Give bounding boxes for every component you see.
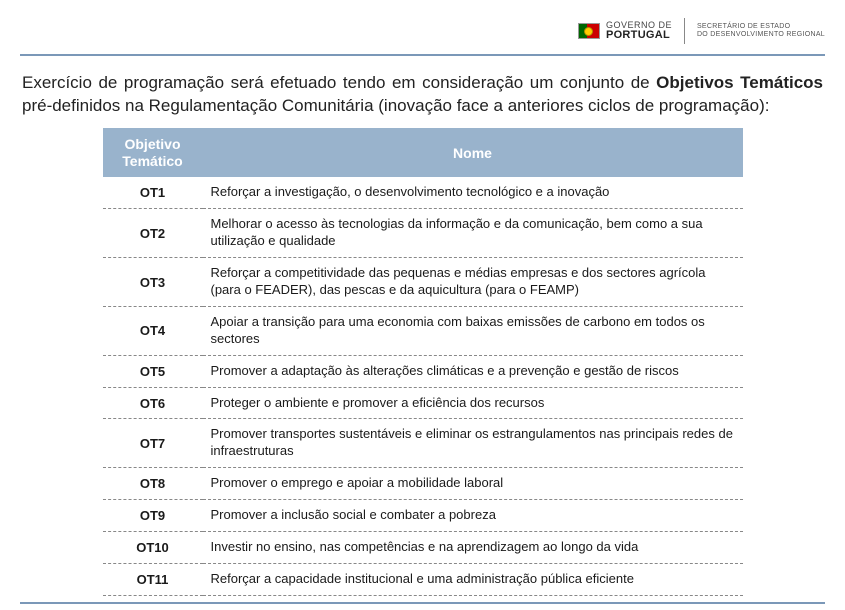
intro-paragraph: Exercício de programação será efetuado t… (0, 56, 845, 128)
gov-logo-block: GOVERNO DE PORTUGAL (578, 21, 672, 41)
table-body: OT1Reforçar a investigação, o desenvolvi… (103, 177, 743, 595)
table-row: OT9Promover a inclusão social e combater… (103, 500, 743, 532)
sec-line1: SECRETÁRIO DE ESTADO (697, 23, 825, 31)
sec-line2: DO DESENVOLVIMENTO REGIONAL (697, 31, 825, 39)
cell-ot: OT5 (103, 355, 203, 387)
cell-name: Promover o emprego e apoiar a mobilidade… (203, 468, 743, 500)
gov-line2: PORTUGAL (606, 30, 672, 41)
header-separator (684, 18, 685, 44)
table-header-ot: Objetivo Temático (103, 128, 203, 178)
cell-ot: OT11 (103, 563, 203, 595)
cell-name: Proteger o ambiente e promover a eficiên… (203, 387, 743, 419)
cell-name: Reforçar a capacidade institucional e um… (203, 563, 743, 595)
cell-ot: OT7 (103, 419, 203, 468)
cell-ot: OT4 (103, 306, 203, 355)
table-row: OT11Reforçar a capacidade institucional … (103, 563, 743, 595)
cell-name: Promover a adaptação às alterações climá… (203, 355, 743, 387)
cell-ot: OT8 (103, 468, 203, 500)
table-row: OT3Reforçar a competitividade das pequen… (103, 258, 743, 307)
cell-ot: OT6 (103, 387, 203, 419)
table-row: OT4Apoiar a transição para uma economia … (103, 306, 743, 355)
bottom-rule (20, 602, 825, 604)
table-row: OT6Proteger o ambiente e promover a efic… (103, 387, 743, 419)
table-row: OT7Promover transportes sustentáveis e e… (103, 419, 743, 468)
secretary-text: SECRETÁRIO DE ESTADO DO DESENVOLVIMENTO … (697, 23, 825, 38)
cell-ot: OT2 (103, 209, 203, 258)
table-row: OT1Reforçar a investigação, o desenvolvi… (103, 177, 743, 208)
table-row: OT8Promover o emprego e apoiar a mobilid… (103, 468, 743, 500)
cell-ot: OT3 (103, 258, 203, 307)
cell-name: Apoiar a transição para uma economia com… (203, 306, 743, 355)
th-ot-line2: Temático (122, 153, 182, 169)
intro-part2: pré-definidos na Regulamentação Comunitá… (22, 96, 769, 115)
cell-name: Reforçar a investigação, o desenvolvimen… (203, 177, 743, 208)
page-header: GOVERNO DE PORTUGAL SECRETÁRIO DE ESTADO… (0, 0, 845, 44)
cell-name: Reforçar a competitividade das pequenas … (203, 258, 743, 307)
cell-name: Promover transportes sustentáveis e elim… (203, 419, 743, 468)
cell-name: Melhorar o acesso às tecnologias da info… (203, 209, 743, 258)
objectives-table: Objetivo Temático Nome OT1Reforçar a inv… (103, 128, 743, 596)
table-row: OT10Investir no ensino, nas competências… (103, 532, 743, 564)
intro-part1: Exercício de programação será efetuado t… (22, 73, 656, 92)
cell-ot: OT1 (103, 177, 203, 208)
intro-bold: Objetivos Temáticos (656, 73, 823, 92)
cell-name: Investir no ensino, nas competências e n… (203, 532, 743, 564)
cell-name: Promover a inclusão social e combater a … (203, 500, 743, 532)
portugal-flag-icon (578, 23, 600, 39)
cell-ot: OT10 (103, 532, 203, 564)
table-header-row: Objetivo Temático Nome (103, 128, 743, 178)
cell-ot: OT9 (103, 500, 203, 532)
table-row: OT5Promover a adaptação às alterações cl… (103, 355, 743, 387)
gov-text: GOVERNO DE PORTUGAL (606, 21, 672, 41)
table-row: OT2Melhorar o acesso às tecnologias da i… (103, 209, 743, 258)
table-header-name: Nome (203, 128, 743, 178)
th-ot-line1: Objetivo (124, 136, 180, 152)
